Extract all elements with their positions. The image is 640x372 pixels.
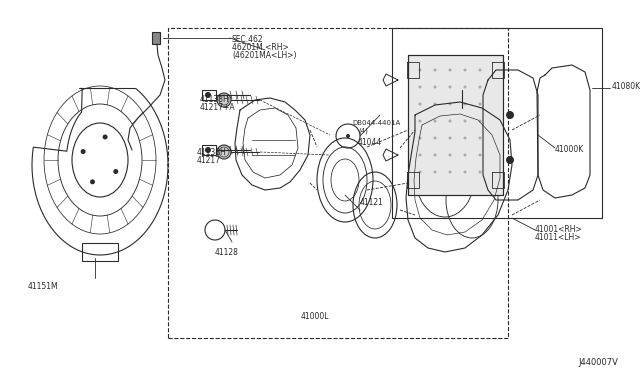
Circle shape <box>205 147 211 153</box>
Text: 41011<LH>: 41011<LH> <box>535 233 582 242</box>
Circle shape <box>479 68 481 71</box>
Circle shape <box>463 103 467 106</box>
Circle shape <box>419 103 422 106</box>
Text: 41138H: 41138H <box>197 148 227 157</box>
Text: (4): (4) <box>358 128 368 135</box>
Circle shape <box>419 154 422 157</box>
Text: 41217: 41217 <box>197 156 221 165</box>
Ellipse shape <box>217 145 231 159</box>
Circle shape <box>479 154 481 157</box>
Circle shape <box>433 68 436 71</box>
Circle shape <box>419 137 422 140</box>
Circle shape <box>419 86 422 89</box>
Text: 46201M <RH>: 46201M <RH> <box>232 43 289 52</box>
Text: SEC.462: SEC.462 <box>232 35 264 44</box>
Circle shape <box>449 68 451 71</box>
Circle shape <box>433 154 436 157</box>
Circle shape <box>463 137 467 140</box>
Bar <box>202 145 216 155</box>
Circle shape <box>479 103 481 106</box>
Circle shape <box>433 103 436 106</box>
Circle shape <box>449 170 451 173</box>
Circle shape <box>449 119 451 122</box>
Circle shape <box>346 134 350 138</box>
Circle shape <box>419 68 422 71</box>
Text: 41138H: 41138H <box>200 95 230 104</box>
Bar <box>168 28 508 338</box>
Circle shape <box>506 111 514 119</box>
Text: 41217+A: 41217+A <box>200 103 236 112</box>
Circle shape <box>463 68 467 71</box>
Circle shape <box>463 170 467 173</box>
Text: 41000L: 41000L <box>301 312 329 321</box>
Circle shape <box>113 169 118 174</box>
Circle shape <box>90 179 95 184</box>
Circle shape <box>506 156 514 164</box>
Circle shape <box>463 86 467 89</box>
Circle shape <box>433 119 436 122</box>
Text: 41128: 41128 <box>215 248 239 257</box>
Circle shape <box>479 119 481 122</box>
Ellipse shape <box>217 93 231 107</box>
Circle shape <box>433 86 436 89</box>
Circle shape <box>81 149 86 154</box>
Text: 41001<RH>: 41001<RH> <box>535 225 583 234</box>
Circle shape <box>449 103 451 106</box>
Text: 41080K: 41080K <box>612 82 640 91</box>
Circle shape <box>449 137 451 140</box>
Circle shape <box>419 170 422 173</box>
Bar <box>152 32 160 44</box>
Circle shape <box>449 86 451 89</box>
Circle shape <box>479 170 481 173</box>
Circle shape <box>102 135 108 140</box>
Text: 41121: 41121 <box>360 198 384 207</box>
Circle shape <box>433 170 436 173</box>
Circle shape <box>459 105 465 111</box>
Text: DB044-4401A: DB044-4401A <box>352 120 400 126</box>
Circle shape <box>419 119 422 122</box>
Circle shape <box>205 92 211 98</box>
Circle shape <box>463 154 467 157</box>
Text: J440007V: J440007V <box>578 358 618 367</box>
Circle shape <box>463 119 467 122</box>
Bar <box>82 243 118 261</box>
Circle shape <box>479 86 481 89</box>
Circle shape <box>433 137 436 140</box>
Bar <box>202 90 216 100</box>
Text: 41000K: 41000K <box>555 145 584 154</box>
Circle shape <box>449 154 451 157</box>
Text: 41151M: 41151M <box>28 282 59 291</box>
Text: 41044: 41044 <box>358 138 382 147</box>
Text: (46201MA<LH>): (46201MA<LH>) <box>232 51 296 60</box>
Bar <box>392 28 602 218</box>
Bar <box>408 55 503 195</box>
Circle shape <box>479 137 481 140</box>
Bar <box>408 55 503 195</box>
